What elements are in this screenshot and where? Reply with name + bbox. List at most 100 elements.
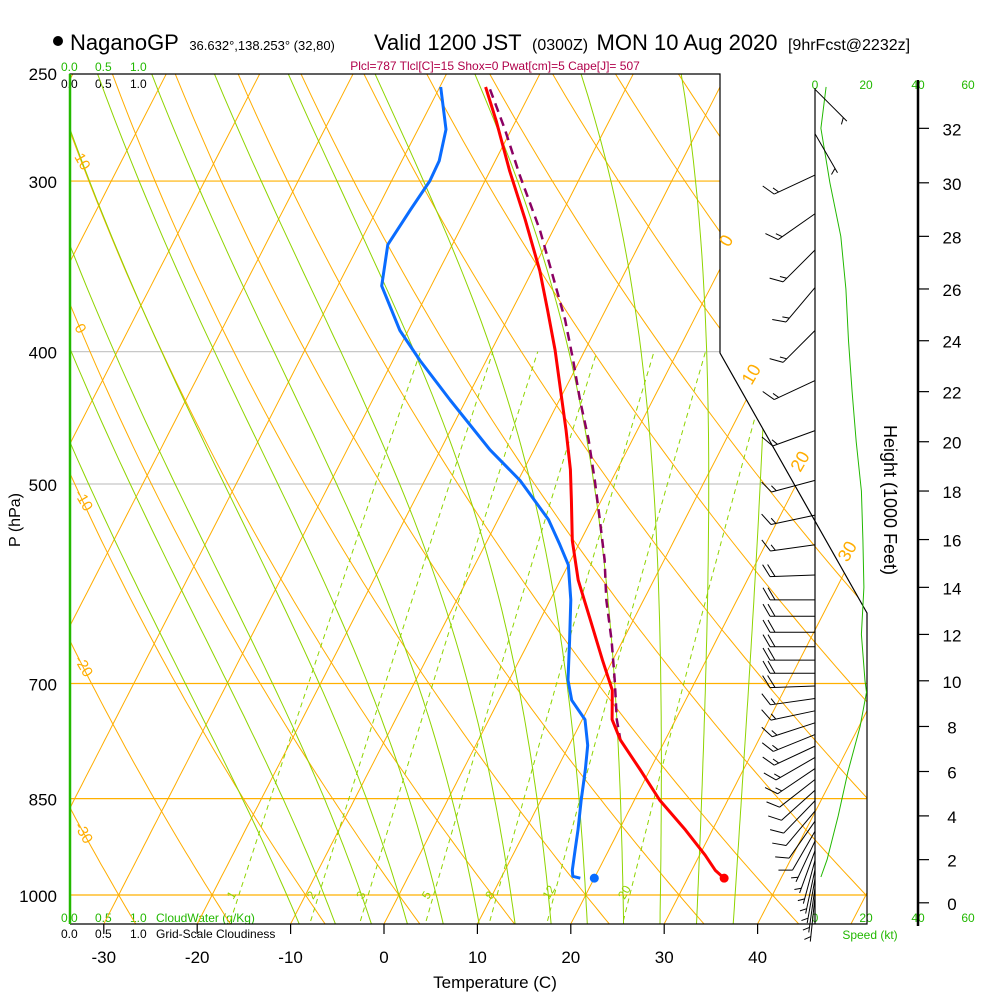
height-tick-label: 4: [947, 808, 956, 827]
pressure-tick-label: 850: [29, 791, 57, 810]
wind-barb: [768, 789, 816, 821]
pressure-tick-label: 1000: [19, 887, 57, 906]
wind-barb-feather: [804, 936, 812, 940]
cloudiness-tick: 1.0: [130, 927, 147, 941]
wind-barb: [801, 878, 816, 924]
wind-barb: [761, 693, 816, 706]
wind-barb-shaft: [792, 830, 816, 871]
wind-barb-shaft: [772, 722, 816, 738]
height-tick-label: 24: [943, 333, 962, 352]
x-tick-label: 40: [748, 948, 767, 967]
wind-barb: [762, 174, 816, 195]
wind-barb-feather: [761, 742, 774, 752]
wind-barb: [772, 810, 816, 847]
wind-barb: [791, 840, 816, 883]
wind-barb-shaft: [770, 544, 816, 552]
wind-barb: [762, 660, 815, 674]
wind-barb-shaft: [774, 174, 816, 195]
wind-barb: [769, 249, 816, 283]
wind-barb-feather: [762, 185, 775, 195]
wind-barb-feather: [774, 773, 781, 778]
wind-barb-feather: [772, 842, 787, 847]
wind-barb-shaft: [814, 88, 848, 122]
station-name: NaganoGP: [70, 30, 179, 55]
wind-barb: [802, 887, 816, 933]
isotherm-line: [847, 74, 867, 924]
cloudwater-label: CloudWater (g/Kg): [156, 911, 255, 925]
wind-barb-shaft: [777, 213, 816, 240]
wind-barb-feather: [761, 436, 774, 447]
isotherm-label: 10: [738, 361, 765, 388]
wind-barb-feather: [772, 758, 780, 764]
wind-barb-feather: [831, 168, 836, 175]
wind-barb-feather: [767, 660, 776, 674]
wind-barb-shaft: [805, 869, 816, 914]
height-tick-label: 2: [947, 852, 956, 871]
wind-barb-feather: [775, 787, 783, 792]
isotherm-line: [70, 74, 460, 924]
height-tick-label: 8: [947, 718, 956, 737]
y-axis-label: P (hPa): [7, 493, 24, 547]
pressure-tick-label: 250: [29, 65, 57, 84]
height-tick-label: 30: [943, 175, 962, 194]
wind-barb-feather: [770, 698, 776, 705]
surface-temperature-dot: [719, 873, 729, 883]
cloudwater-top-ticks: 0.0 0.5 1.0 0.0 0.5 1.0: [61, 60, 147, 91]
cloudiness-tick: 0.0: [61, 927, 78, 941]
wind-barb-feather: [799, 908, 807, 912]
wind-barb: [814, 133, 838, 175]
height-tick-label: 12: [943, 626, 962, 645]
dry-adiabat-label: -30: [71, 819, 97, 846]
x-tick-label: 10: [468, 948, 487, 967]
wind-barb: [799, 869, 816, 914]
dry-adiabat-line: [288, 74, 867, 924]
wind-barb-shaft: [781, 789, 816, 821]
indices-line: Plcl=787 Tlcl[C]=15 Shox=0 Pwat[cm]=5 Ca…: [350, 59, 640, 73]
wind-barb-feather: [767, 675, 776, 688]
station-bullet-icon: [53, 36, 63, 46]
wind-barb-feather: [779, 275, 787, 279]
wind-barb-feather: [762, 587, 771, 601]
x-tick-label: 20: [561, 948, 580, 967]
wind-barb-feather: [772, 393, 780, 398]
wind-barb-feather: [767, 634, 776, 648]
moist-adiabat-line: [732, 74, 770, 924]
wind-barb-shaft: [782, 330, 816, 363]
isotherm-label: 20: [786, 448, 813, 475]
dry-adiabat-line: [70, 74, 140, 924]
cloudiness-label: Grid-Scale Cloudiness: [156, 927, 275, 941]
pressure-tick-label: 700: [29, 675, 57, 694]
wind-barb: [761, 709, 816, 721]
wind-barb-shaft: [808, 887, 816, 933]
wind-barb-feather: [767, 587, 776, 601]
wind-barb-feather: [767, 564, 776, 577]
station-coords: 36.632°,138.253° (32,80): [189, 38, 335, 53]
wind-speed-profile-line: [820, 86, 868, 878]
height-tick-label: 32: [943, 120, 962, 139]
isotherm-line: [70, 74, 274, 924]
wind-barb-feather: [770, 517, 777, 524]
isotherm-line: [193, 74, 647, 924]
wind-barb: [772, 287, 816, 323]
dry-adiabat-line: [102, 74, 615, 924]
wind-barb-shaft: [777, 768, 816, 795]
wind-barb: [769, 800, 816, 834]
x-tick-label: 30: [655, 948, 674, 967]
sounding-profiles: [380, 86, 729, 883]
wind-barb-feather: [761, 513, 772, 525]
dry-adiabat-line: [70, 74, 425, 924]
height-tick-label: 10: [943, 673, 962, 692]
valid-local: Valid 1200 JST: [374, 30, 522, 55]
mixing-ratio-line: [423, 351, 598, 924]
moist-adiabat-line: [70, 74, 374, 924]
wind-barb-feather: [762, 391, 775, 400]
wind-barb: [761, 513, 816, 525]
speed-axis-bottom: 0 20 40 60 Speed (kt): [812, 911, 975, 942]
cloudwater-bottom-ticks: 0.0 0.5 1.0 CloudWater (g/Kg) 0.0 0.5 1.…: [61, 911, 275, 941]
wind-barb-feather: [797, 898, 805, 902]
valid-time: Valid 1200 JST (0300Z) MON 10 Aug 2020 […: [374, 30, 910, 55]
isotherm-line: [380, 74, 834, 924]
wind-barb: [762, 380, 816, 401]
wind-barb-feather: [766, 801, 780, 808]
